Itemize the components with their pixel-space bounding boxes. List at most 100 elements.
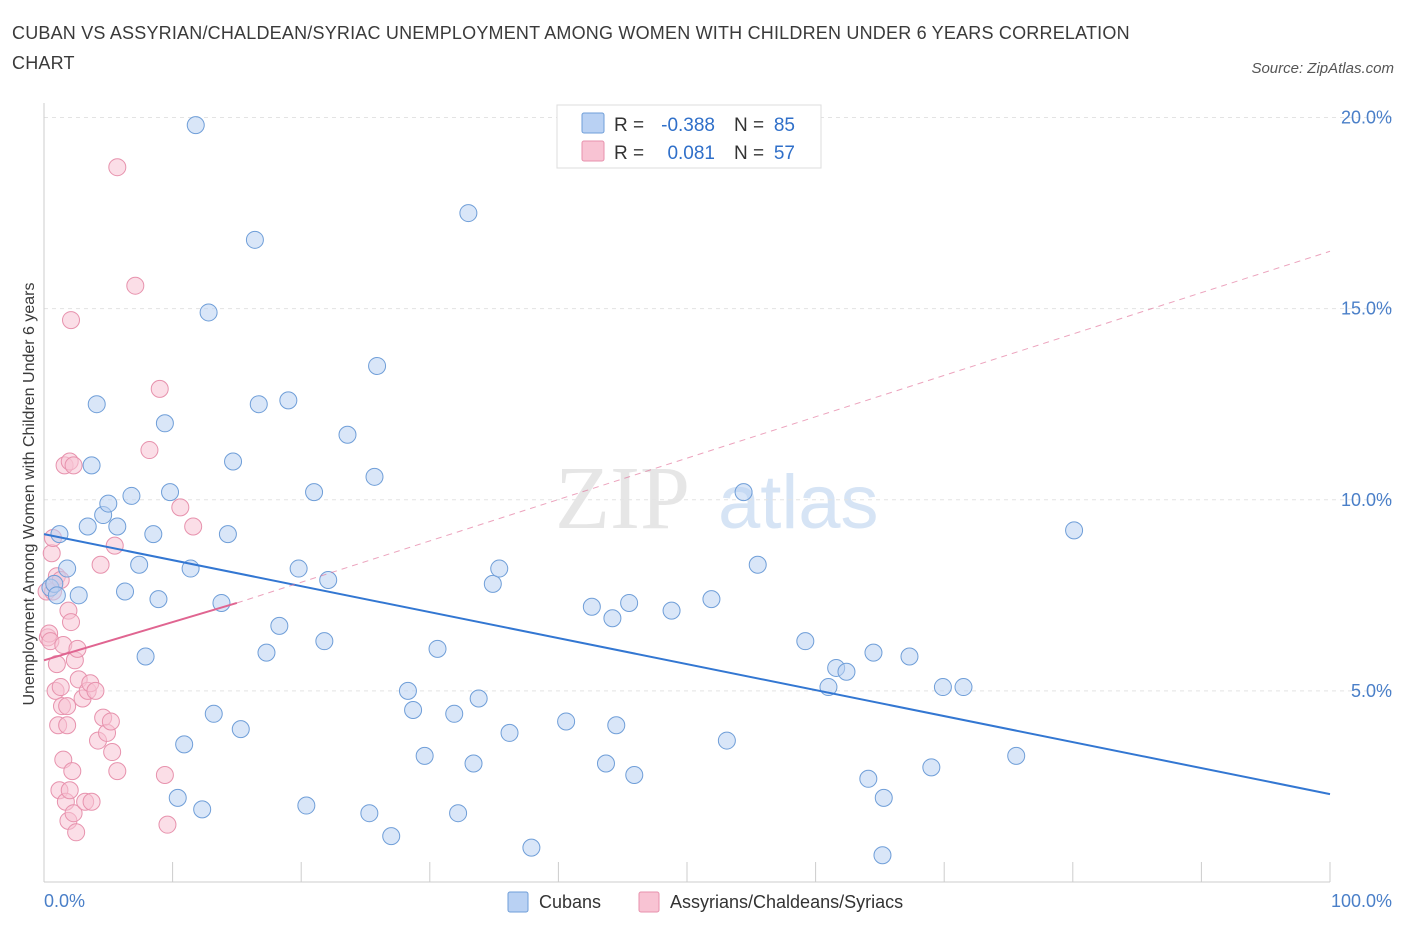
assyrian-point	[60, 781, 79, 800]
cubans-point	[186, 116, 205, 135]
assyrian-point	[105, 536, 124, 555]
bottom-legend-label-assyrian: Assyrians/Chaldeans/Syriacs	[670, 892, 903, 912]
assyrian-point	[62, 613, 81, 632]
cubans-points	[41, 116, 1084, 865]
assyrian-point	[58, 697, 77, 716]
cubans-point	[249, 395, 268, 414]
cubans-point	[582, 597, 601, 616]
assyrian-point	[82, 792, 101, 811]
cubans-point	[305, 483, 324, 502]
cubans-point	[748, 555, 767, 574]
cubans-point	[87, 395, 106, 414]
cubans-point	[279, 391, 298, 410]
cubans-point	[464, 754, 483, 773]
assyrian-point	[63, 762, 82, 781]
cubans-point	[58, 559, 77, 578]
assyrian-point	[103, 743, 122, 762]
cubans-point	[245, 230, 264, 249]
cubans-point	[47, 586, 66, 605]
bottom-legend-label-cubans: Cubans	[539, 892, 601, 912]
assyrian-trend-line	[43, 601, 238, 662]
cubans-point	[837, 662, 856, 681]
y-tick-label: 15.0%	[1341, 299, 1392, 319]
cubans-point	[50, 525, 69, 544]
source-label: Source: ZipAtlas.com	[1251, 60, 1394, 77]
cubans-point	[734, 483, 753, 502]
cubans-point	[874, 788, 893, 807]
cubans-point	[289, 559, 308, 578]
cubans-point	[360, 804, 379, 823]
assyrian-point	[140, 441, 159, 460]
cubans-point	[144, 525, 163, 544]
bottom-legend: Cubans Assyrians/Chaldeans/Syriacs	[507, 891, 903, 913]
cubans-point	[136, 647, 155, 666]
cubans-point	[607, 716, 626, 735]
cubans-point	[69, 586, 88, 605]
watermark-zip: ZIP	[555, 449, 690, 548]
cubans-point	[922, 758, 941, 777]
cubans-point	[557, 712, 576, 731]
cubans-point	[78, 517, 97, 536]
bottom-legend-swatch-cubans	[507, 891, 529, 913]
assyrian-point	[62, 311, 81, 330]
cubans-point	[204, 704, 223, 723]
cubans-point	[116, 582, 135, 601]
trend-lines	[43, 250, 1331, 796]
y-tick-label: 5.0%	[1351, 681, 1392, 701]
legend-r-label-cubans: R =	[614, 115, 644, 136]
assyrian-point	[58, 716, 77, 735]
cubans-point	[270, 616, 289, 635]
cubans-point	[218, 525, 237, 544]
top-legend: R = -0.388 N = 85 R = 0.081 N = 57	[556, 104, 822, 169]
cubans-point	[338, 425, 357, 444]
assyrian-point	[150, 379, 169, 398]
cubans-point	[175, 735, 194, 754]
cubans-point	[1065, 521, 1084, 540]
cubans-point	[365, 467, 384, 486]
cubans-point	[382, 827, 401, 846]
cubans-point	[620, 593, 639, 612]
cubans-point	[483, 574, 502, 593]
cubans-point	[122, 486, 141, 505]
bottom-legend-swatch-assyrian	[638, 891, 660, 913]
cubans-point	[596, 754, 615, 773]
x-tick-label-max: 100.0%	[1331, 891, 1392, 911]
legend-n-value-assyrian: 57	[774, 143, 795, 164]
legend-swatch-assyrian	[581, 140, 605, 162]
cubans-point	[82, 456, 101, 475]
cubans-point	[257, 643, 276, 662]
assyrian-points	[37, 158, 203, 842]
legend-r-value-assyrian: 0.081	[667, 143, 715, 164]
cubans-point	[319, 571, 338, 590]
cubans-point	[199, 303, 218, 322]
assyrian-point	[67, 823, 86, 842]
cubans-point	[161, 483, 180, 502]
chart-title: CUBAN VS ASSYRIAN/CHALDEAN/SYRIAC UNEMPL…	[12, 23, 1130, 73]
assyrian-trend-extension	[236, 250, 1331, 604]
cubans-point	[954, 678, 973, 697]
watermark-atlas: atlas	[718, 460, 879, 545]
cubans-point	[108, 517, 127, 536]
cubans-point	[404, 700, 423, 719]
cubans-point	[702, 590, 721, 609]
x-tick-label-min: 0.0%	[44, 891, 85, 911]
cubans-point	[445, 704, 464, 723]
cubans-point	[368, 356, 387, 375]
cubans-point	[415, 746, 434, 765]
cubans-point	[168, 788, 187, 807]
cubans-point	[155, 414, 174, 433]
cubans-point	[149, 590, 168, 609]
assyrian-point	[64, 804, 83, 823]
assyrian-point	[42, 544, 61, 563]
cubans-point	[717, 731, 736, 750]
cubans-point	[469, 689, 488, 708]
assyrian-point	[184, 517, 203, 536]
assyrian-point	[51, 678, 70, 697]
cubans-point	[625, 765, 644, 784]
y-axis-label: Unemployment Among Women with Children U…	[21, 282, 38, 705]
assyrian-point	[91, 555, 110, 574]
y-tick-labels: 5.0% 10.0% 15.0% 20.0%	[1341, 108, 1392, 701]
assyrian-point	[101, 712, 120, 731]
cubans-point	[99, 494, 118, 513]
